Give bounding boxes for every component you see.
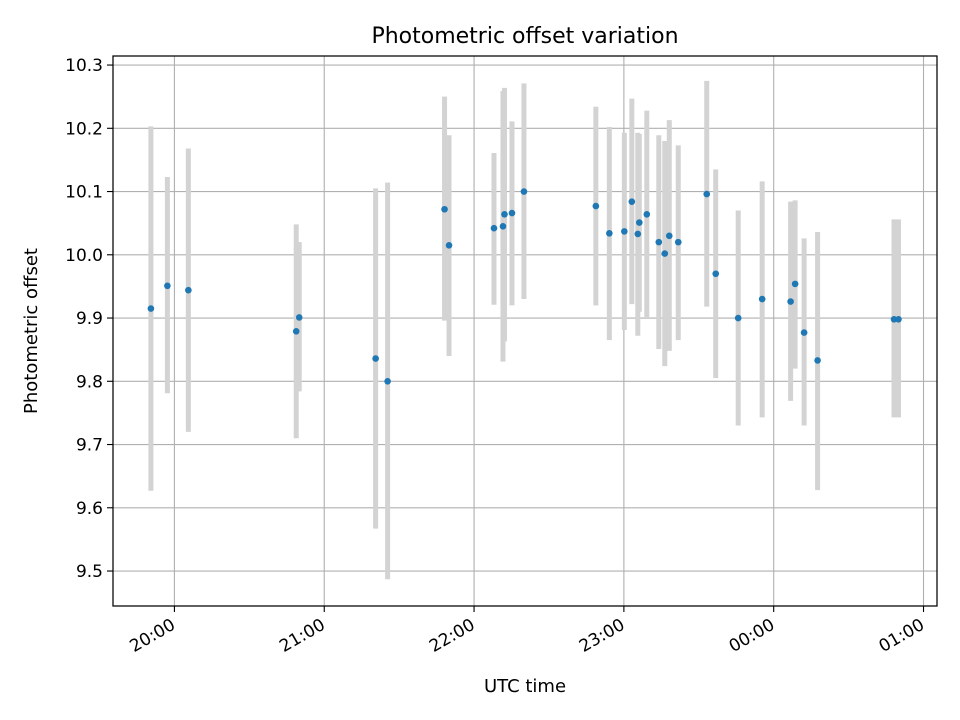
data-point xyxy=(621,228,628,235)
data-point xyxy=(295,314,303,321)
y-tick-label: 9.9 xyxy=(76,309,103,329)
data-point xyxy=(787,298,794,305)
y-tick-label: 9.6 xyxy=(76,499,103,519)
data-point xyxy=(791,280,799,288)
y-tick-label: 10.3 xyxy=(65,56,103,76)
data-point xyxy=(636,219,643,226)
data-point xyxy=(665,232,673,240)
data-point xyxy=(661,250,669,257)
data-point xyxy=(501,211,508,218)
data-point xyxy=(384,377,391,385)
data-point xyxy=(592,202,600,210)
data-point xyxy=(758,295,766,303)
data-point xyxy=(628,198,636,205)
y-tick-label: 9.5 xyxy=(76,562,103,582)
data-point xyxy=(164,282,171,290)
data-point xyxy=(895,315,902,323)
data-point xyxy=(643,211,651,218)
y-tick-label: 10.2 xyxy=(65,119,103,139)
data-points xyxy=(147,188,902,385)
y-tick-label: 9.8 xyxy=(76,372,103,392)
y-tick-label: 10.0 xyxy=(65,246,103,266)
y-axis-label: Photometric offset xyxy=(21,248,42,414)
data-point xyxy=(674,238,682,246)
plot-frame xyxy=(112,55,938,607)
data-point xyxy=(703,190,711,198)
data-point xyxy=(508,209,516,217)
data-point xyxy=(520,188,528,195)
data-point xyxy=(185,286,192,294)
data-point xyxy=(441,205,448,213)
x-axis-label: UTC time xyxy=(484,676,566,697)
data-point xyxy=(634,230,642,238)
data-point xyxy=(814,357,821,364)
data-point xyxy=(445,241,453,249)
data-point xyxy=(606,229,613,237)
y-tick-label: 9.7 xyxy=(76,436,103,456)
y-tick-label: 10.1 xyxy=(65,183,103,203)
data-point xyxy=(147,305,155,312)
data-point xyxy=(372,355,379,362)
data-point xyxy=(734,314,742,322)
data-point xyxy=(499,223,507,230)
chart-title: Photometric offset variation xyxy=(371,24,678,49)
data-point xyxy=(655,238,663,246)
data-point xyxy=(800,329,808,336)
data-point xyxy=(712,270,720,278)
data-point xyxy=(292,328,300,335)
y-axis-ticks: 9.5 9.6 9.7 9.8 9.9 10.0 10.1 10.2 10.3 xyxy=(65,56,113,582)
data-point xyxy=(490,224,498,232)
